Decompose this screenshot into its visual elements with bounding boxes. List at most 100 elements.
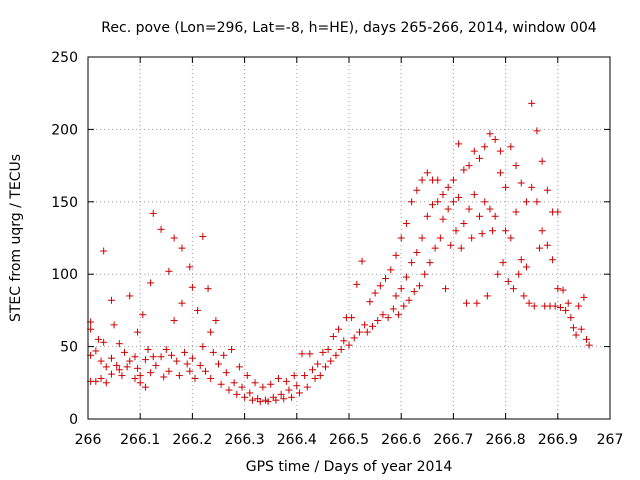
data-point bbox=[316, 372, 324, 380]
data-point bbox=[199, 233, 207, 241]
data-point bbox=[181, 348, 189, 356]
data-point bbox=[494, 270, 502, 278]
data-point bbox=[543, 186, 551, 194]
data-point bbox=[528, 183, 536, 191]
data-point bbox=[118, 372, 126, 380]
data-point bbox=[538, 227, 546, 235]
data-point bbox=[431, 244, 439, 252]
data-point bbox=[577, 325, 585, 333]
y-axis-label: STEC from uqrg / TECUs bbox=[8, 154, 24, 322]
data-point bbox=[107, 354, 115, 362]
data-point bbox=[152, 361, 160, 369]
data-point bbox=[170, 317, 178, 325]
data-point bbox=[162, 345, 170, 353]
data-point bbox=[228, 345, 236, 353]
data-point bbox=[126, 292, 134, 300]
data-point bbox=[530, 302, 538, 310]
data-point bbox=[355, 328, 363, 336]
x-tick-label: 266.7 bbox=[433, 432, 473, 448]
data-point bbox=[439, 191, 447, 199]
data-point bbox=[141, 356, 149, 364]
data-point bbox=[517, 256, 525, 264]
data-point bbox=[509, 285, 517, 293]
data-point bbox=[491, 212, 499, 220]
data-point bbox=[157, 225, 165, 233]
data-point bbox=[340, 337, 348, 345]
data-point bbox=[415, 282, 423, 290]
data-point bbox=[123, 363, 131, 371]
data-point bbox=[460, 166, 468, 174]
data-point bbox=[533, 198, 541, 206]
data-point bbox=[100, 247, 108, 255]
data-point bbox=[468, 234, 476, 242]
x-tick-label: 266.9 bbox=[538, 432, 578, 448]
data-point bbox=[444, 183, 452, 191]
data-point bbox=[314, 360, 322, 368]
data-point bbox=[562, 306, 570, 314]
data-point bbox=[188, 283, 196, 291]
data-point bbox=[462, 299, 470, 307]
data-point bbox=[280, 395, 288, 403]
data-point bbox=[476, 212, 483, 220]
data-point bbox=[525, 299, 533, 307]
data-point bbox=[496, 147, 504, 155]
data-point bbox=[486, 130, 494, 138]
data-point bbox=[165, 367, 173, 375]
data-point bbox=[207, 374, 215, 382]
data-point bbox=[335, 325, 343, 333]
data-point bbox=[131, 353, 139, 361]
data-point bbox=[144, 345, 152, 353]
data-point bbox=[186, 263, 194, 271]
data-point bbox=[478, 230, 486, 238]
data-point bbox=[382, 275, 390, 283]
data-point bbox=[107, 296, 115, 304]
data-point bbox=[298, 350, 306, 358]
data-point bbox=[429, 201, 437, 209]
data-point bbox=[178, 299, 186, 307]
x-tick-label: 267 bbox=[597, 432, 624, 448]
data-point bbox=[502, 227, 510, 235]
data-point bbox=[134, 364, 142, 372]
data-point bbox=[100, 338, 108, 346]
data-point bbox=[290, 372, 298, 380]
data-point bbox=[491, 136, 499, 144]
data-point bbox=[395, 311, 403, 319]
data-point bbox=[212, 317, 220, 325]
data-points bbox=[87, 99, 593, 406]
data-point bbox=[421, 270, 429, 278]
data-point bbox=[97, 374, 105, 382]
data-point bbox=[102, 363, 110, 371]
data-point bbox=[402, 273, 410, 281]
x-axis-label: GPS time / Days of year 2014 bbox=[246, 459, 453, 475]
x-tick-label: 266.8 bbox=[486, 432, 526, 448]
data-point bbox=[442, 285, 450, 293]
data-point bbox=[222, 369, 230, 377]
x-tick-label: 266.3 bbox=[225, 432, 265, 448]
data-point bbox=[423, 169, 431, 177]
data-point bbox=[368, 322, 376, 330]
data-point bbox=[168, 351, 176, 359]
x-axis-ticks: 266 266.1 266.2 266.3 266.4 266.5 266.6 266.7 26… bbox=[75, 57, 624, 448]
data-point bbox=[374, 317, 382, 325]
data-point bbox=[371, 289, 379, 297]
data-point bbox=[353, 280, 361, 288]
data-point bbox=[481, 143, 489, 151]
data-point bbox=[324, 345, 332, 353]
y-tick-label: 100 bbox=[51, 267, 78, 283]
data-point bbox=[350, 334, 358, 342]
data-point bbox=[259, 383, 267, 391]
data-point bbox=[504, 277, 512, 285]
data-point bbox=[308, 366, 316, 374]
data-point bbox=[536, 244, 544, 252]
data-point bbox=[235, 363, 243, 371]
data-point bbox=[282, 377, 290, 385]
x-tick-label: 266.2 bbox=[172, 432, 212, 448]
y-axis-ticks: 0 50 100 150 200 250 bbox=[51, 50, 610, 428]
data-point bbox=[520, 292, 528, 300]
data-point bbox=[426, 259, 434, 267]
data-point bbox=[455, 193, 463, 201]
data-point bbox=[543, 241, 551, 249]
data-point bbox=[267, 380, 275, 388]
data-point bbox=[301, 372, 309, 380]
data-point bbox=[204, 285, 212, 293]
